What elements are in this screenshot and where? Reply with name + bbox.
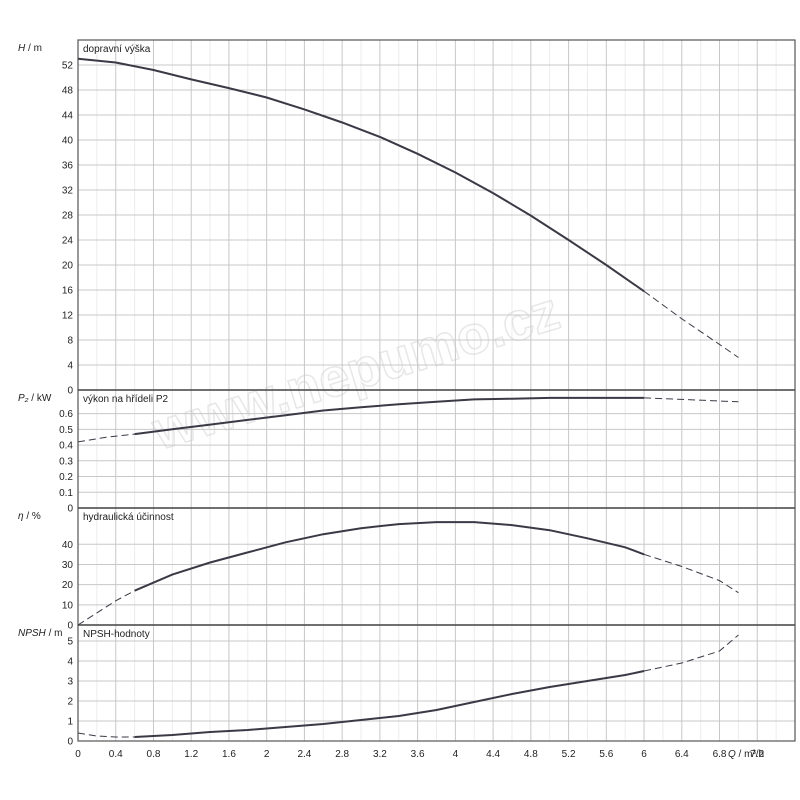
series-line-head-1 [643, 290, 739, 358]
series-line-npsh-1 [134, 670, 645, 738]
x-tick-label: 6.8 [713, 749, 727, 760]
y-axis-unit: / kW [28, 393, 51, 404]
y-tick-label-head: 48 [62, 86, 74, 97]
x-tick-label: 4.4 [486, 749, 500, 760]
series-line-npsh-2 [643, 634, 739, 672]
y-tick-label-head: 36 [62, 161, 74, 172]
y-tick-label-efficiency: 40 [62, 540, 74, 551]
y-tick-label-efficiency: 0 [67, 621, 73, 632]
y-tick-label-head: 8 [67, 336, 73, 347]
x-tick-label: 6 [641, 749, 647, 760]
y-tick-label-head: 4 [67, 361, 73, 372]
panel-title-efficiency: hydraulická účinnost [83, 512, 174, 523]
panel-title-npsh: NPSH-hodnoty [83, 629, 150, 640]
y-axis-symbol: H [18, 43, 26, 54]
x-tick-label: 0.8 [147, 749, 161, 760]
y-axis-label-head: H / m [18, 43, 42, 54]
y-tick-label-npsh: 4 [67, 657, 73, 668]
x-tick-label: 5.6 [599, 749, 613, 760]
y-axis-unit: / % [24, 511, 41, 522]
y-tick-label-efficiency: 10 [62, 600, 74, 611]
y-tick-label-power: 0.1 [59, 488, 73, 499]
y-tick-label-head: 24 [62, 236, 74, 247]
x-tick-label: 2.4 [297, 749, 311, 760]
y-axis-label-npsh: NPSH / m [18, 628, 62, 639]
x-tick-label: 4.8 [524, 749, 538, 760]
y-tick-label-efficiency: 20 [62, 580, 74, 591]
x-tick-label: 5.2 [562, 749, 576, 760]
series-line-power-2 [644, 397, 739, 403]
y-tick-label-head: 16 [62, 286, 74, 297]
y-tick-label-power: 0 [67, 504, 73, 515]
y-axis-unit: / m [25, 43, 42, 54]
y-tick-label-power: 0.5 [59, 425, 73, 436]
x-tick-label: 4 [453, 749, 459, 760]
y-axis-symbol: NPSH [18, 628, 47, 639]
y-tick-label-power: 0.3 [59, 456, 73, 467]
panel-title-head: dopravní výška [83, 44, 151, 55]
series-line-power-0 [77, 433, 135, 443]
series-line-power-1 [134, 396, 645, 436]
y-tick-label-power: 0.6 [59, 409, 73, 420]
y-tick-label-head: 20 [62, 261, 74, 272]
x-tick-label: 2 [264, 749, 270, 760]
y-axis-label-power: P₂ / kW [18, 393, 52, 404]
y-tick-label-head: 28 [62, 211, 74, 222]
y-tick-label-npsh: 1 [67, 717, 73, 728]
y-tick-label-head: 32 [62, 186, 74, 197]
x-axis-symbol: Q [728, 749, 736, 760]
y-axis-symbol: P₂ [18, 393, 29, 404]
x-tick-label: 1.6 [222, 749, 236, 760]
y-tick-label-head: 44 [62, 111, 74, 122]
grid-layer [77, 39, 796, 742]
panel-title-power: výkon na hřídeli P2 [83, 394, 168, 405]
y-tick-label-npsh: 2 [67, 697, 73, 708]
curve-layer [77, 57, 739, 738]
series-line-efficiency-2 [643, 553, 739, 594]
series-line-efficiency-0 [77, 590, 135, 626]
y-tick-label-power: 0.2 [59, 472, 73, 483]
y-tick-label-npsh: 5 [67, 637, 73, 648]
x-axis-unit: / m³/h [736, 749, 764, 760]
x-tick-label: 7.2 [750, 749, 764, 760]
x-tick-label: 1.2 [184, 749, 198, 760]
y-tick-label-efficiency: 30 [62, 560, 74, 571]
x-tick-label: 6.4 [675, 749, 689, 760]
y-tick-label-npsh: 0 [67, 737, 73, 748]
y-tick-label-head: 12 [62, 311, 74, 322]
y-tick-label-head: 0 [67, 386, 73, 397]
x-tick-label: 3.2 [373, 749, 387, 760]
series-line-head-0 [77, 57, 645, 293]
x-axis-label: Q / m³/h [728, 749, 764, 760]
watermark-text: www.nepumo.cz [145, 281, 566, 462]
y-tick-label-head: 40 [62, 136, 74, 147]
series-line-npsh-0 [77, 732, 135, 738]
x-tick-label: 3.6 [411, 749, 425, 760]
y-axis-symbol: η [18, 511, 24, 522]
x-tick-label: 0 [75, 749, 81, 760]
x-tick-label: 0.4 [109, 749, 123, 760]
y-axis-unit: / m [46, 628, 63, 639]
y-axis-label-efficiency: η / % [18, 511, 41, 522]
y-tick-label-power: 0.4 [59, 441, 73, 452]
y-tick-label-head: 52 [62, 61, 74, 72]
series-line-efficiency-1 [134, 521, 645, 592]
x-tick-label: 2.8 [335, 749, 349, 760]
y-tick-label-npsh: 3 [67, 677, 73, 688]
